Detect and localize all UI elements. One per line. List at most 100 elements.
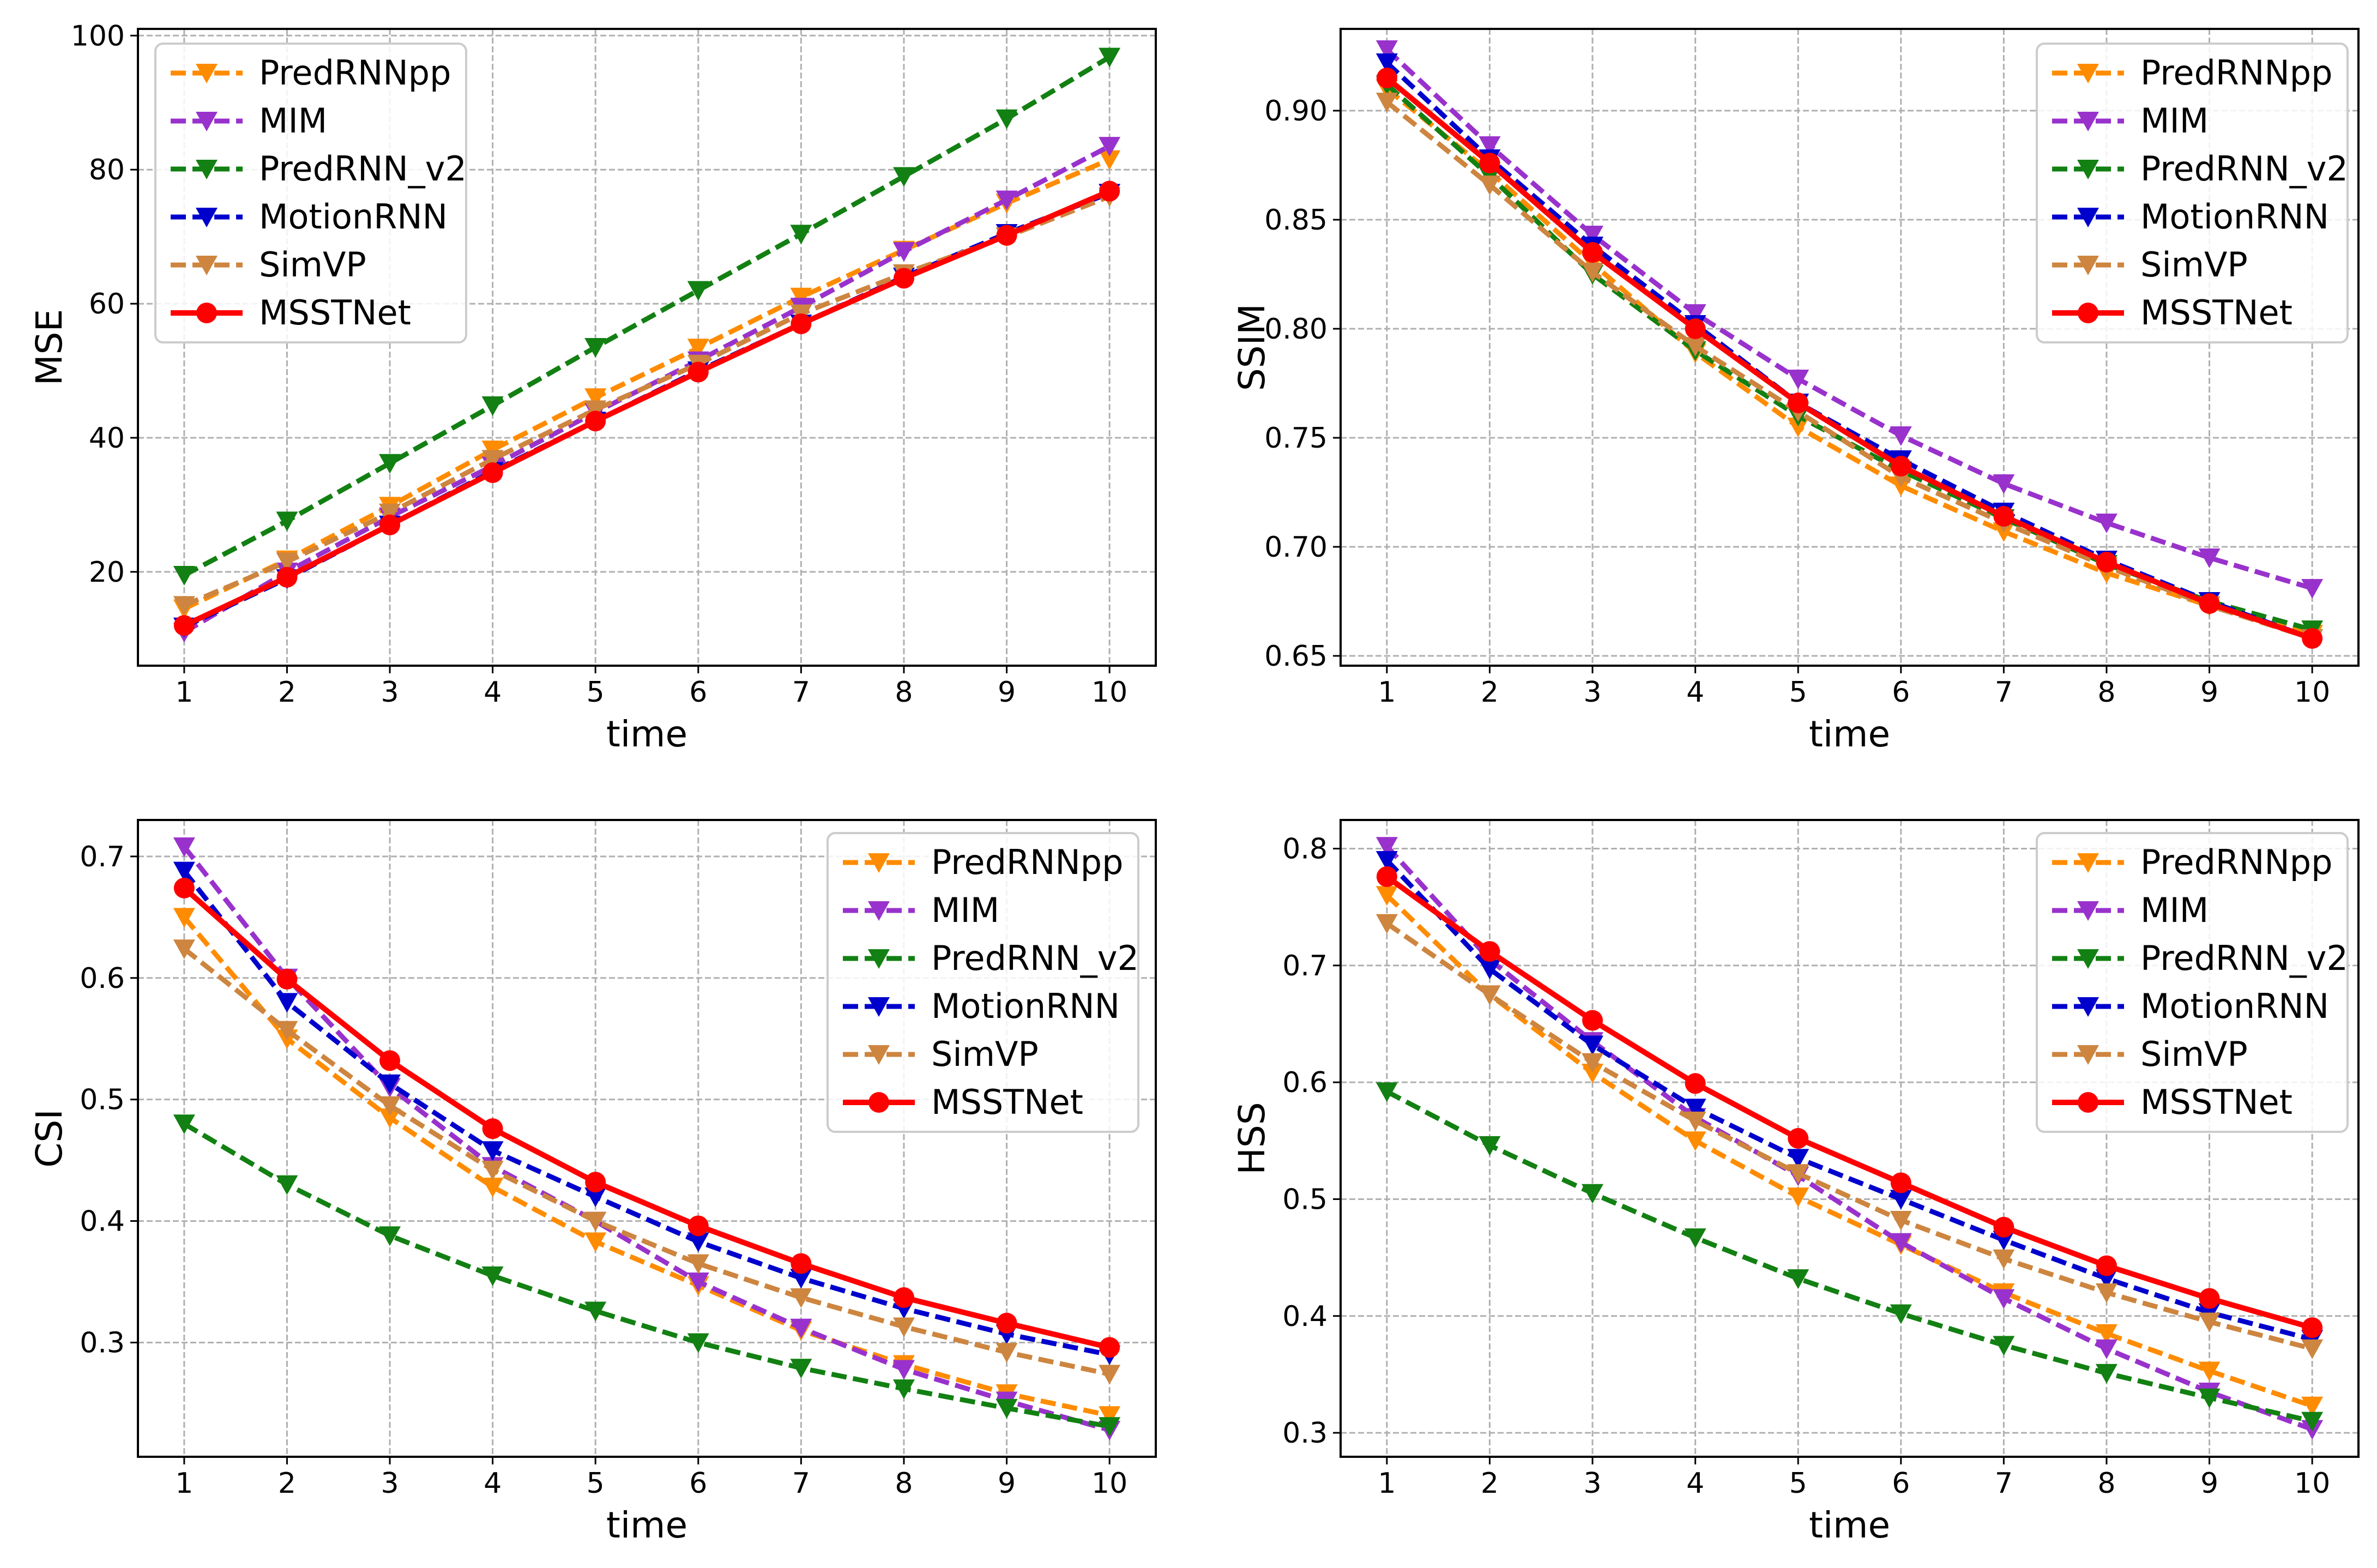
legend-label: PredRNN_v2 bbox=[931, 938, 1139, 978]
legend-marker bbox=[868, 853, 890, 873]
data-point-predrnn_v2 bbox=[173, 566, 195, 586]
x-tick-label: 1 bbox=[175, 676, 193, 709]
data-point-motionrnn bbox=[379, 1074, 401, 1094]
legend-label: MotionRNN bbox=[259, 197, 448, 237]
data-point-simvp bbox=[584, 400, 607, 420]
x-tick-label: 10 bbox=[1091, 676, 1127, 709]
plot-area bbox=[1375, 40, 2324, 649]
series-line-msstnet bbox=[1385, 76, 2313, 641]
data-point-msstnet bbox=[1788, 1128, 1809, 1149]
series-line-predrnnpp bbox=[1385, 893, 2313, 1409]
data-point-predrnn_v2 bbox=[276, 1175, 298, 1195]
x-tick-label: 10 bbox=[1091, 1467, 1127, 1500]
data-point-predrnn_v2 bbox=[584, 1301, 607, 1322]
x-tick-label: 7 bbox=[792, 1467, 810, 1500]
axes-frame bbox=[1340, 819, 2360, 1458]
legend-label: MIM bbox=[259, 101, 327, 141]
data-point-msstnet bbox=[482, 1118, 503, 1139]
legend-box bbox=[2036, 832, 2349, 1133]
data-point-motionrnn bbox=[1890, 1190, 1912, 1210]
legend-marker bbox=[868, 997, 890, 1017]
data-point-msstnet bbox=[893, 268, 914, 289]
data-point-msstnet bbox=[791, 1253, 812, 1274]
data-point-msstnet bbox=[1890, 1172, 1911, 1193]
data-point-msstnet bbox=[687, 1215, 709, 1237]
data-point-simvp bbox=[2301, 1339, 2324, 1359]
x-tick-label: 5 bbox=[1789, 676, 1807, 709]
x-tick-label: 5 bbox=[1789, 1467, 1807, 1500]
legend-marker bbox=[868, 1045, 890, 1065]
data-point-mim bbox=[2095, 1339, 2117, 1359]
data-point-mim bbox=[1099, 137, 1121, 157]
legend-label: PredRNNpp bbox=[931, 842, 1123, 882]
data-point-msstnet bbox=[585, 411, 606, 432]
data-point-msstnet bbox=[379, 514, 401, 535]
legend-label: MIM bbox=[2140, 890, 2209, 930]
data-point-predrnn_v2 bbox=[1375, 1082, 1398, 1102]
x-axis-label: time bbox=[1809, 1504, 1890, 1546]
legend-label: SimVP bbox=[2140, 245, 2248, 285]
legend-label: MSSTNet bbox=[259, 293, 411, 333]
data-point-predrnnpp bbox=[379, 1108, 401, 1129]
x-axis-label: time bbox=[606, 713, 687, 755]
y-tick-label: 0.65 bbox=[1264, 640, 1328, 673]
x-tick-label: 4 bbox=[1686, 676, 1704, 709]
x-tick-label: 6 bbox=[1892, 676, 1910, 709]
series-line-motionrnn bbox=[182, 869, 1111, 1358]
data-point-predrnn_v2 bbox=[173, 1114, 195, 1135]
legend-marker bbox=[2077, 64, 2099, 83]
x-tick-label: 9 bbox=[998, 676, 1016, 709]
data-point-predrnnpp bbox=[2095, 1324, 2117, 1344]
x-tick-label: 9 bbox=[2200, 676, 2218, 709]
data-point-msstnet bbox=[1376, 866, 1397, 887]
data-point-predrnn_v2 bbox=[1890, 1304, 1912, 1324]
data-point-simvp bbox=[173, 596, 195, 616]
x-tick-label: 8 bbox=[2097, 676, 2115, 709]
data-point-msstnet bbox=[2199, 1288, 2220, 1309]
axes-frame bbox=[137, 28, 1157, 667]
data-point-predrnnpp bbox=[1787, 1187, 1809, 1208]
data-point-mim bbox=[1375, 40, 1398, 60]
data-point-predrnn_v2 bbox=[790, 225, 812, 245]
x-tick-label: 7 bbox=[792, 676, 810, 709]
data-point-predrnn_v2 bbox=[276, 511, 298, 532]
series-line-motionrnn bbox=[1385, 858, 2313, 1342]
legend: PredRNNpp MIM PredRNN_v2 MotionRNN SimVP MSST… bbox=[154, 43, 467, 343]
legend-marker bbox=[2077, 1045, 2099, 1065]
series-line-predrnnpp bbox=[182, 915, 1111, 1418]
x-tick-label: 4 bbox=[1686, 1467, 1704, 1500]
data-point-predrnnpp bbox=[584, 1232, 607, 1252]
chart-panel-3-csi: 1 2 3 4 5 6 7 8 9 10 0.3 0.4 0.5 0.6 0.7 time CSI PredRNN… bbox=[28, 819, 1157, 1546]
legend-marker bbox=[2077, 949, 2099, 969]
data-point-msstnet bbox=[585, 1172, 606, 1193]
data-point-mim bbox=[2301, 579, 2324, 599]
y-tick-label: 80 bbox=[89, 154, 125, 186]
data-point-msstnet bbox=[2302, 1317, 2323, 1338]
data-point-predrnnpp bbox=[2301, 1396, 2324, 1416]
data-point-simvp bbox=[276, 552, 298, 572]
data-point-predrnn_v2 bbox=[1993, 1336, 2015, 1356]
data-point-simvp bbox=[1582, 1053, 1604, 1073]
x-tick-label: 9 bbox=[2200, 1467, 2218, 1500]
data-point-predrnnpp bbox=[584, 388, 607, 408]
data-point-motionrnn bbox=[1479, 960, 1501, 980]
y-tick-label: 0.5 bbox=[80, 1084, 125, 1117]
data-point-mim bbox=[2095, 514, 2117, 533]
legend-marker bbox=[2077, 901, 2099, 921]
legend-marker bbox=[196, 112, 218, 131]
data-point-msstnet bbox=[791, 313, 812, 334]
data-point-predrnn_v2 bbox=[1582, 1184, 1604, 1204]
y-tick-label: 0.7 bbox=[1282, 950, 1328, 982]
y-axis-label: CSI bbox=[28, 1109, 70, 1167]
data-point-msstnet bbox=[1788, 393, 1809, 413]
data-point-msstnet bbox=[2096, 1255, 2117, 1276]
legend-marker bbox=[2078, 303, 2098, 323]
data-point-mim bbox=[790, 1318, 812, 1338]
legend-marker bbox=[2077, 112, 2099, 131]
data-point-predrnn_v2 bbox=[1099, 1417, 1121, 1437]
x-tick-label: 6 bbox=[689, 1467, 707, 1500]
y-tick-label: 0.3 bbox=[80, 1326, 125, 1359]
series-line-msstnet bbox=[183, 188, 1111, 628]
data-point-predrnnpp bbox=[1099, 150, 1121, 170]
